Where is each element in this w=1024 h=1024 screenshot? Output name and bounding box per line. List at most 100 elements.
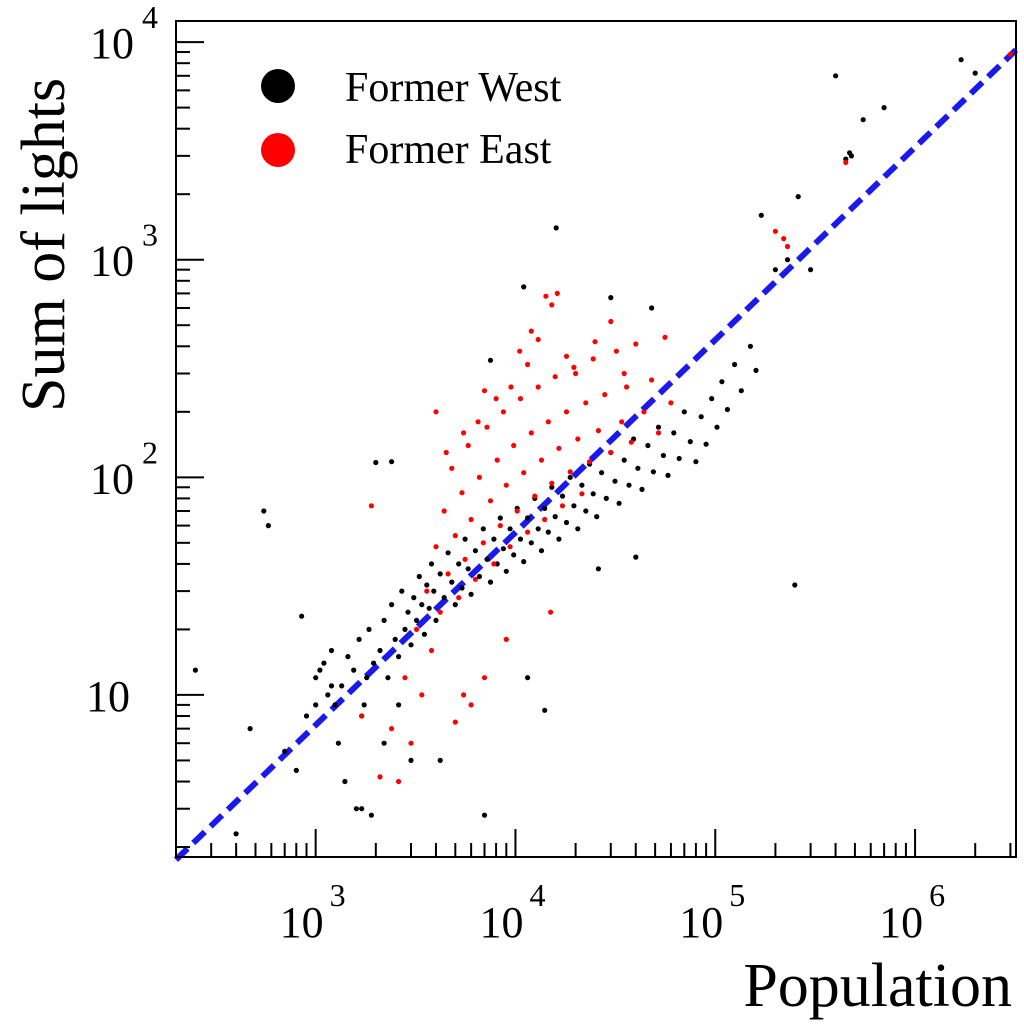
data-point-east [475,419,481,425]
data-point-west [559,493,566,499]
data-point-west [325,692,331,698]
data-point-west [399,588,405,594]
x-axis-ticks [175,829,1012,857]
x-tick-base: 10 [879,898,923,947]
data-point-west [714,424,720,430]
data-point-east [567,469,573,475]
data-point-west [342,778,348,785]
data-point-west [660,452,667,459]
data-point-east [424,588,430,594]
data-point-west [645,442,651,449]
data-point-west [603,495,609,501]
data-point-west [433,617,439,624]
data-point-east [487,498,494,504]
data-point-east [408,740,414,746]
data-point-east [662,334,668,340]
y-tick-exponent: 4 [142,0,158,35]
data-point-west [402,626,408,633]
x-tick-label: 106 [879,877,945,947]
data-point-west [545,529,551,535]
y-axis-label: Sum of lights [10,78,78,412]
data-point-west [616,500,622,506]
data-point-east [493,396,499,402]
data-point-west [881,105,887,111]
data-point-west [411,595,417,601]
data-point-west [472,548,478,554]
y-tick-label: 104 [90,0,158,68]
data-point-east [633,341,639,347]
data-point-east [414,626,420,633]
y-tick-base: 10 [90,454,134,503]
data-point-west [553,225,559,231]
data-point-east [543,293,549,299]
data-point-west [299,613,305,619]
data-point-west [676,455,682,462]
data-point-east [575,436,581,442]
x-axis-label: Population [743,952,1012,1020]
data-point-east [628,439,634,445]
data-point-west [456,561,462,567]
data-point-west [487,579,494,585]
data-point-west [511,552,517,558]
data-point-west [408,642,414,648]
data-point-west [556,536,562,542]
x-tick-exponent: 6 [929,877,945,913]
data-point-east [452,719,458,725]
data-point-west [567,474,573,480]
data-point-east [445,571,451,577]
data-point-west [282,748,288,755]
data-point-west [441,595,447,601]
data-point-west [381,740,387,746]
data-point-west [599,470,605,476]
data-point-east [556,445,562,451]
data-point-west [579,482,585,488]
data-point-west [426,605,432,611]
data-point-west [698,414,704,420]
data-point-west [503,568,509,574]
data-point-west [424,582,430,588]
data-point-east [554,290,560,296]
data-point-west [192,667,198,673]
data-point-west [860,117,866,123]
data-point-east [542,516,548,523]
data-point-east [428,647,435,654]
data-point-west [738,388,744,394]
plot-frame [175,20,1017,858]
data-point-east [476,474,482,480]
data-point-east [583,400,589,406]
legend: Former West Former East [261,65,562,173]
data-point-west [650,469,657,475]
data-point-west [233,831,239,837]
data-point-west [500,546,506,552]
data-point-west [361,702,367,708]
data-point-east [459,490,465,496]
data-point-west [414,617,420,624]
data-point-east [468,516,474,523]
data-point-west [633,554,639,560]
y-tick-exponent: 3 [142,217,158,253]
data-point-west [381,617,387,624]
data-point-east [517,396,524,402]
data-point-west [339,683,345,689]
data-point-west [595,566,602,572]
fit-line-layer [173,47,1019,862]
data-point-east [468,702,474,708]
data-point-west [416,573,422,580]
data-point-east [1007,51,1014,57]
data-point-west [784,257,791,263]
data-point-west [972,70,978,76]
data-point-west [261,508,267,514]
data-point-west [571,503,577,509]
data-point-east [481,388,488,394]
y-tick-base: 10 [90,237,134,286]
data-point-west [408,757,414,764]
data-point-east [377,774,383,780]
data-point-west [419,602,425,608]
y-tick-exponent: 2 [142,434,158,470]
data-point-east [441,508,447,514]
data-point-east [503,482,509,488]
data-point-east [461,692,467,698]
data-point-west [792,582,798,588]
data-point-east [549,480,555,486]
